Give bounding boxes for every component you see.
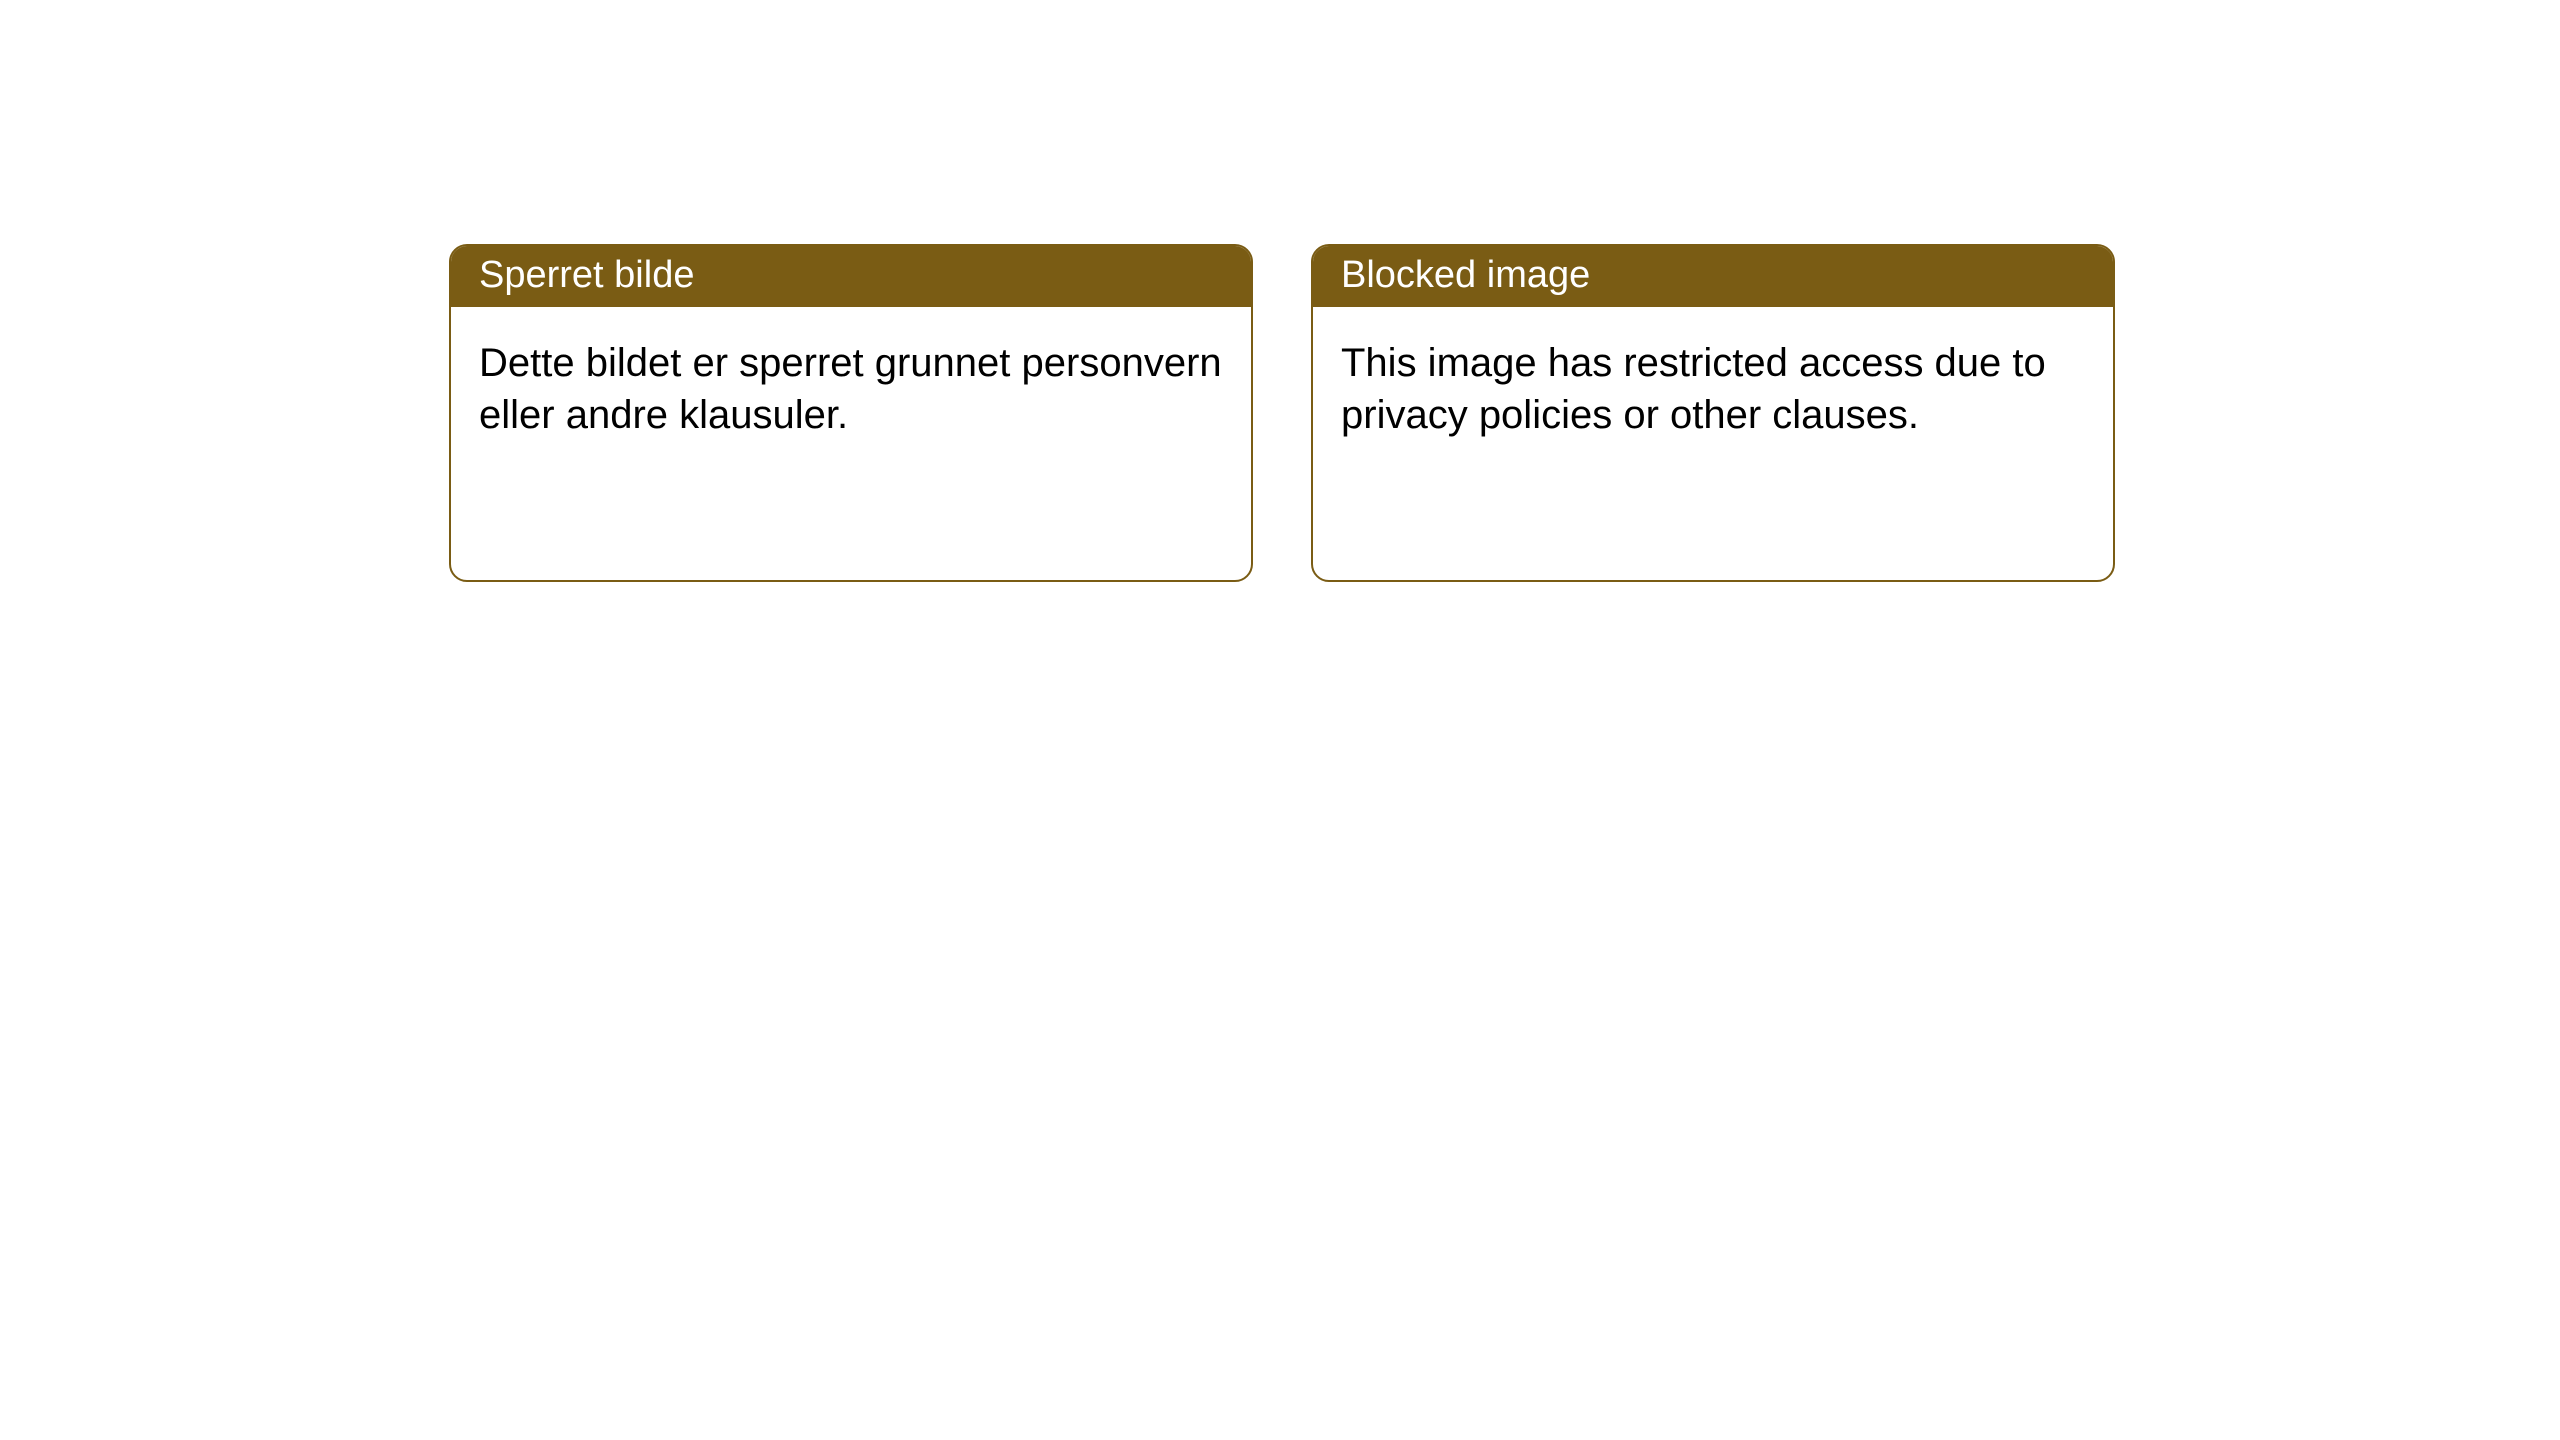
notice-box-norwegian: Sperret bilde Dette bildet er sperret gr… xyxy=(449,244,1253,582)
notice-body: Dette bildet er sperret grunnet personve… xyxy=(451,307,1251,471)
notice-box-english: Blocked image This image has restricted … xyxy=(1311,244,2115,582)
notice-text: This image has restricted access due to … xyxy=(1341,341,2046,437)
notice-header: Blocked image xyxy=(1313,246,2113,307)
notice-title: Blocked image xyxy=(1341,254,1590,296)
notice-body: This image has restricted access due to … xyxy=(1313,307,2113,471)
notice-header: Sperret bilde xyxy=(451,246,1251,307)
notice-title: Sperret bilde xyxy=(479,254,694,296)
notice-text: Dette bildet er sperret grunnet personve… xyxy=(479,341,1222,437)
notice-container: Sperret bilde Dette bildet er sperret gr… xyxy=(0,0,2560,582)
